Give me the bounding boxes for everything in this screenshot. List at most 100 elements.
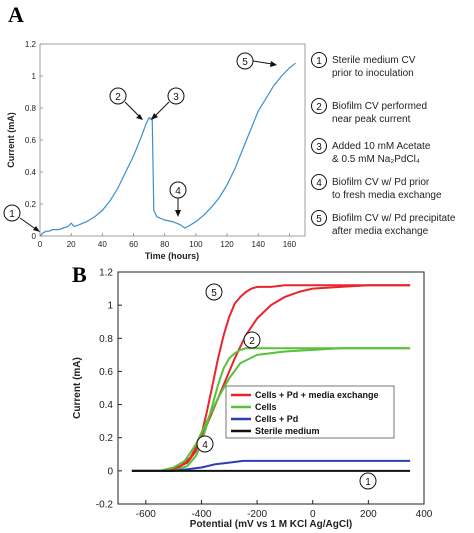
panel-a-x-ticks: 0 20 40 60 80 100 120 140 160 bbox=[38, 233, 297, 249]
annotation-circle bbox=[311, 174, 327, 190]
legend-entry: Cells bbox=[231, 402, 277, 412]
annotation-line: Sterile medium CV bbox=[332, 55, 416, 66]
y-tick-label: 0.4 bbox=[25, 168, 37, 177]
panel-a-x-label: Time (hours) bbox=[145, 251, 199, 261]
marker-circle bbox=[109, 87, 127, 105]
y-tick-label: 0 bbox=[32, 232, 37, 241]
annotation-line: Added 10 mM Acetate bbox=[332, 141, 431, 152]
panel-b-marker-1: 1 bbox=[359, 472, 377, 490]
annotation-circle bbox=[311, 138, 327, 154]
annotation-line: & 0.5 mM Na₂PdCl₄ bbox=[332, 154, 420, 165]
panel-b-plot-frame bbox=[117, 271, 425, 505]
panel-a-marker-5: 5 bbox=[236, 52, 277, 70]
x-tick-label: 40 bbox=[98, 240, 107, 249]
marker-number: 4 bbox=[175, 186, 181, 197]
marker-arrow bbox=[124, 101, 141, 118]
panel-a-annotation-5: 5 Biofilm CV w/ Pd precipitate after med… bbox=[311, 210, 456, 237]
marker-arrow bbox=[19, 217, 38, 231]
x-tick-label: 80 bbox=[160, 240, 169, 249]
legend-entry: Cells + Pd + media exchange bbox=[231, 390, 379, 400]
annotation-line: prior to inoculation bbox=[332, 68, 414, 79]
x-tick-label: 120 bbox=[220, 240, 234, 249]
y-tick-label: 1.2 bbox=[99, 268, 113, 279]
arrow-head-icon bbox=[270, 61, 277, 67]
marker-circle bbox=[196, 435, 214, 453]
x-tick-label: 0 bbox=[310, 509, 316, 520]
marker-number: 2 bbox=[115, 92, 121, 103]
annotation-line: to fresh media exchange bbox=[332, 190, 442, 201]
marker-number: 4 bbox=[202, 440, 208, 451]
x-tick-label: 400 bbox=[416, 509, 433, 520]
legend-label: Cells + Pd bbox=[255, 414, 298, 424]
y-tick-label: 0.8 bbox=[25, 104, 37, 113]
y-tick-label: 0.6 bbox=[25, 136, 37, 145]
annotation-number: 2 bbox=[316, 102, 322, 113]
legend-entry: Sterile medium bbox=[231, 426, 320, 436]
series-line-cells bbox=[131, 347, 411, 472]
x-tick-label: -400 bbox=[191, 509, 211, 520]
panel-b-y-ticks: -0.2 0 0.2 0.4 0.6 0.8 1 1.2 bbox=[96, 268, 122, 511]
panel-a-axes: 0 0.2 0.4 0.6 0.8 1 1.2 0 20 40 60 80 100 120 140 160 bbox=[25, 40, 306, 249]
annotation-circle bbox=[311, 210, 327, 226]
series-line-cells-pd-media-exchange bbox=[131, 284, 411, 472]
legend-entry: Cells + Pd bbox=[231, 414, 298, 424]
x-tick-label: -200 bbox=[247, 509, 267, 520]
panel-b-marker-5: 5 bbox=[205, 283, 223, 301]
panel-a-y-ticks: 0 0.2 0.4 0.6 0.8 1 1.2 bbox=[25, 40, 43, 241]
marker-arrow bbox=[153, 101, 170, 118]
x-tick-label: 0 bbox=[38, 240, 43, 249]
y-tick-label: 1.2 bbox=[25, 40, 37, 49]
panel-a-letter: A bbox=[8, 2, 24, 27]
marker-circle bbox=[167, 87, 185, 105]
panel-a-annotation-2: 2 Biofilm CV performed near peak current bbox=[311, 98, 427, 125]
marker-circle bbox=[359, 472, 377, 490]
panel-a-marker-1: 1 bbox=[3, 204, 40, 232]
arrow-head-icon bbox=[136, 114, 143, 120]
panel-a-marker-3: 3 bbox=[151, 87, 185, 120]
y-tick-label: 0.2 bbox=[25, 200, 37, 209]
annotation-circle bbox=[311, 52, 327, 68]
series-line-cells-return bbox=[131, 347, 411, 472]
annotation-circle bbox=[311, 98, 327, 114]
arrow-head-icon bbox=[175, 210, 181, 217]
legend-label: Cells bbox=[255, 402, 277, 412]
marker-number: 1 bbox=[9, 209, 15, 220]
panel-b-y-label: Current (mA) bbox=[72, 357, 83, 419]
annotation-line: after media exchange bbox=[332, 226, 429, 237]
y-tick-label: 1 bbox=[107, 301, 113, 312]
y-tick-label: 1 bbox=[32, 72, 37, 81]
panel-a-marker-4: 4 bbox=[169, 181, 187, 217]
x-tick-label: 60 bbox=[129, 240, 138, 249]
panel-b-marker-2: 2 bbox=[243, 331, 261, 349]
y-tick-label: 0.4 bbox=[99, 400, 113, 411]
panel-b-x-ticks: -600 -400 -200 0 200 400 bbox=[136, 500, 433, 520]
panel-b-legend: Cells + Pd + media exchange Cells Cells … bbox=[225, 385, 395, 439]
marker-number: 3 bbox=[173, 92, 179, 103]
annotation-number: 4 bbox=[316, 178, 322, 189]
x-tick-label: -600 bbox=[136, 509, 156, 520]
legend-label: Sterile medium bbox=[255, 426, 320, 436]
x-tick-label: 140 bbox=[252, 240, 266, 249]
y-tick-label: 0.8 bbox=[99, 334, 113, 345]
annotation-number: 3 bbox=[316, 142, 322, 153]
marker-number: 5 bbox=[242, 57, 248, 68]
y-tick-label: 0 bbox=[107, 466, 113, 477]
panel-a-current-line bbox=[39, 62, 296, 237]
arrow-head-icon bbox=[33, 226, 40, 232]
panel-a-marker-2: 2 bbox=[109, 87, 143, 120]
panel-b-series-lines bbox=[131, 284, 411, 472]
panel-a-plot-frame bbox=[39, 43, 306, 237]
legend-box bbox=[225, 385, 395, 439]
marker-number: 2 bbox=[249, 336, 255, 347]
annotation-line: Biofilm CV w/ Pd prior bbox=[332, 177, 430, 188]
annotation-number: 5 bbox=[316, 214, 322, 225]
panel-b-letter: B bbox=[72, 262, 87, 287]
x-tick-label: 20 bbox=[67, 240, 76, 249]
marker-number: 5 bbox=[211, 288, 217, 299]
marker-arrow bbox=[252, 60, 273, 65]
legend-label: Cells + Pd + media exchange bbox=[255, 390, 379, 400]
panel-a-y-label: Current (mA) bbox=[6, 112, 16, 168]
y-tick-label: -0.2 bbox=[96, 500, 114, 511]
